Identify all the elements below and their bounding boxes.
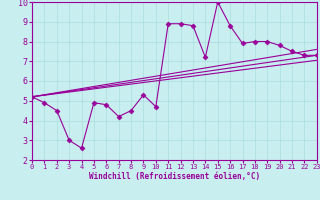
- X-axis label: Windchill (Refroidissement éolien,°C): Windchill (Refroidissement éolien,°C): [89, 172, 260, 181]
